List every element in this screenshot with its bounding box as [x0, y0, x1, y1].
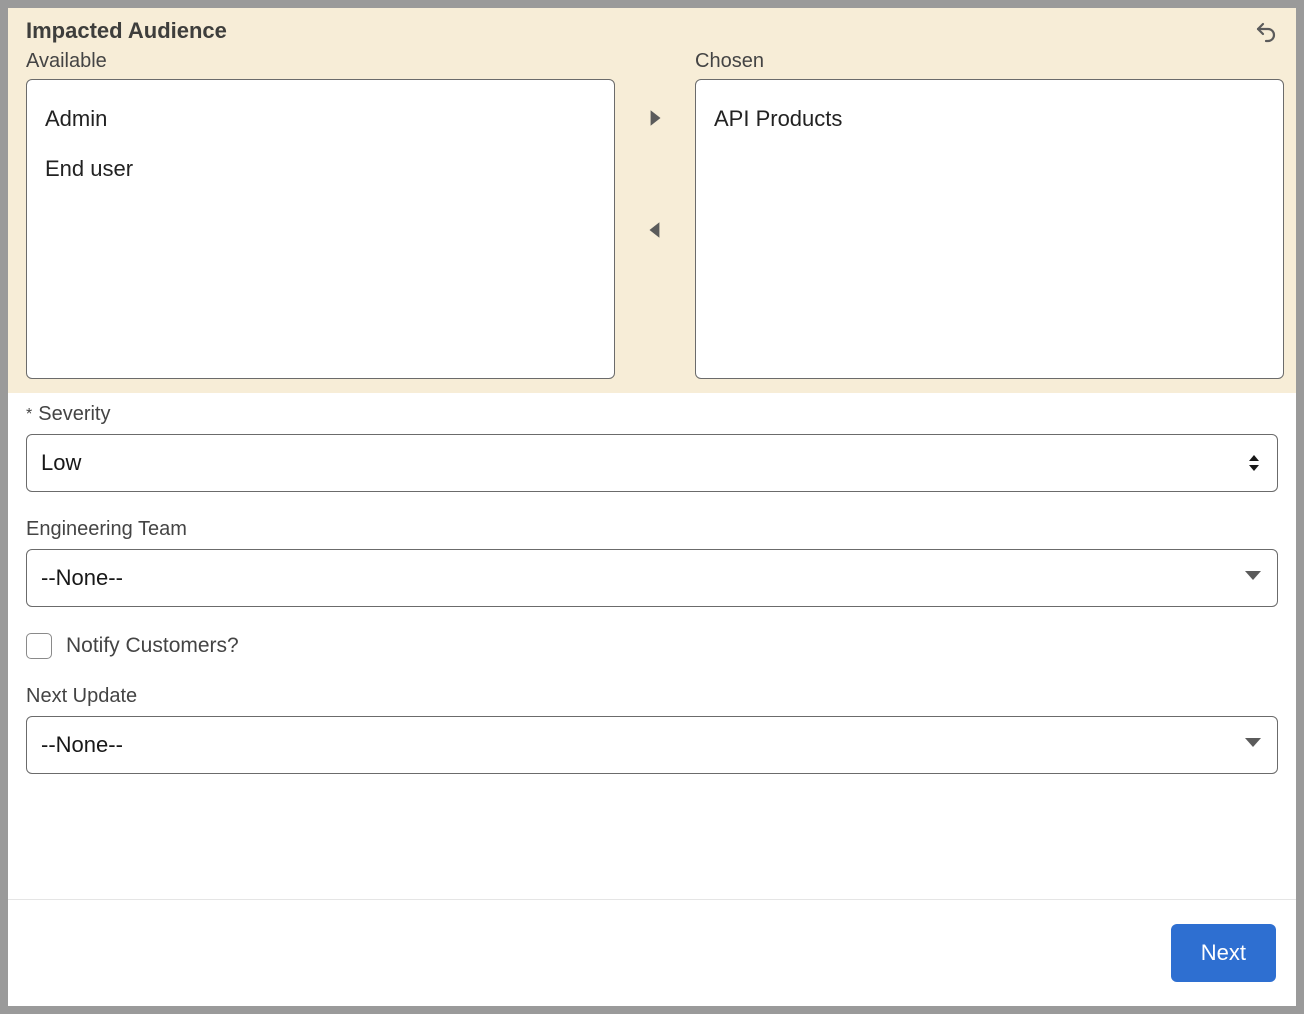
move-right-icon[interactable]	[639, 102, 671, 134]
available-label: Available	[26, 50, 615, 73]
fields-area: * Severity Low Engineering Tea	[8, 393, 1296, 774]
severity-select[interactable]: Low	[26, 434, 1278, 492]
available-listbox[interactable]: Admin End user	[26, 79, 615, 379]
severity-field: * Severity Low	[26, 403, 1278, 492]
next-update-value: --None--	[41, 732, 123, 758]
severity-value: Low	[41, 450, 81, 476]
chosen-item[interactable]: API Products	[714, 94, 1265, 144]
form-content: Impacted Audience Available Admin End us…	[8, 8, 1296, 899]
engineering-team-label: Engineering Team	[26, 518, 1278, 541]
chosen-label: Chosen	[695, 50, 1284, 73]
next-update-label: Next Update	[26, 685, 1278, 708]
chosen-column: Chosen API Products	[695, 50, 1284, 379]
chosen-listbox[interactable]: API Products	[695, 79, 1284, 379]
form-panel: Impacted Audience Available Admin End us…	[8, 8, 1296, 1006]
engineering-team-field: Engineering Team --None--	[26, 518, 1278, 607]
engineering-team-value: --None--	[41, 565, 123, 591]
select-spinner-icon	[1248, 453, 1260, 473]
undo-icon[interactable]	[1254, 18, 1282, 46]
move-left-icon[interactable]	[639, 214, 671, 246]
required-star-icon: *	[26, 406, 32, 424]
available-column: Available Admin End user	[26, 50, 615, 379]
impacted-audience-section: Impacted Audience Available Admin End us…	[8, 8, 1296, 393]
form-footer: Next	[8, 899, 1296, 1006]
available-item[interactable]: End user	[45, 144, 596, 194]
next-update-select[interactable]: --None--	[26, 716, 1278, 774]
next-button[interactable]: Next	[1171, 924, 1276, 982]
transfer-buttons	[631, 50, 679, 379]
available-item[interactable]: Admin	[45, 94, 596, 144]
notify-customers-label: Notify Customers?	[66, 634, 239, 658]
notify-customers-field: Notify Customers?	[26, 633, 1278, 659]
next-update-field: Next Update --None--	[26, 685, 1278, 774]
chevron-down-icon	[1244, 569, 1262, 587]
notify-customers-checkbox[interactable]	[26, 633, 52, 659]
impacted-audience-title: Impacted Audience	[26, 18, 1284, 44]
dual-list-picker: Available Admin End user	[26, 50, 1284, 379]
chevron-down-icon	[1244, 736, 1262, 754]
engineering-team-select[interactable]: --None--	[26, 549, 1278, 607]
severity-label: * Severity	[26, 403, 1278, 426]
